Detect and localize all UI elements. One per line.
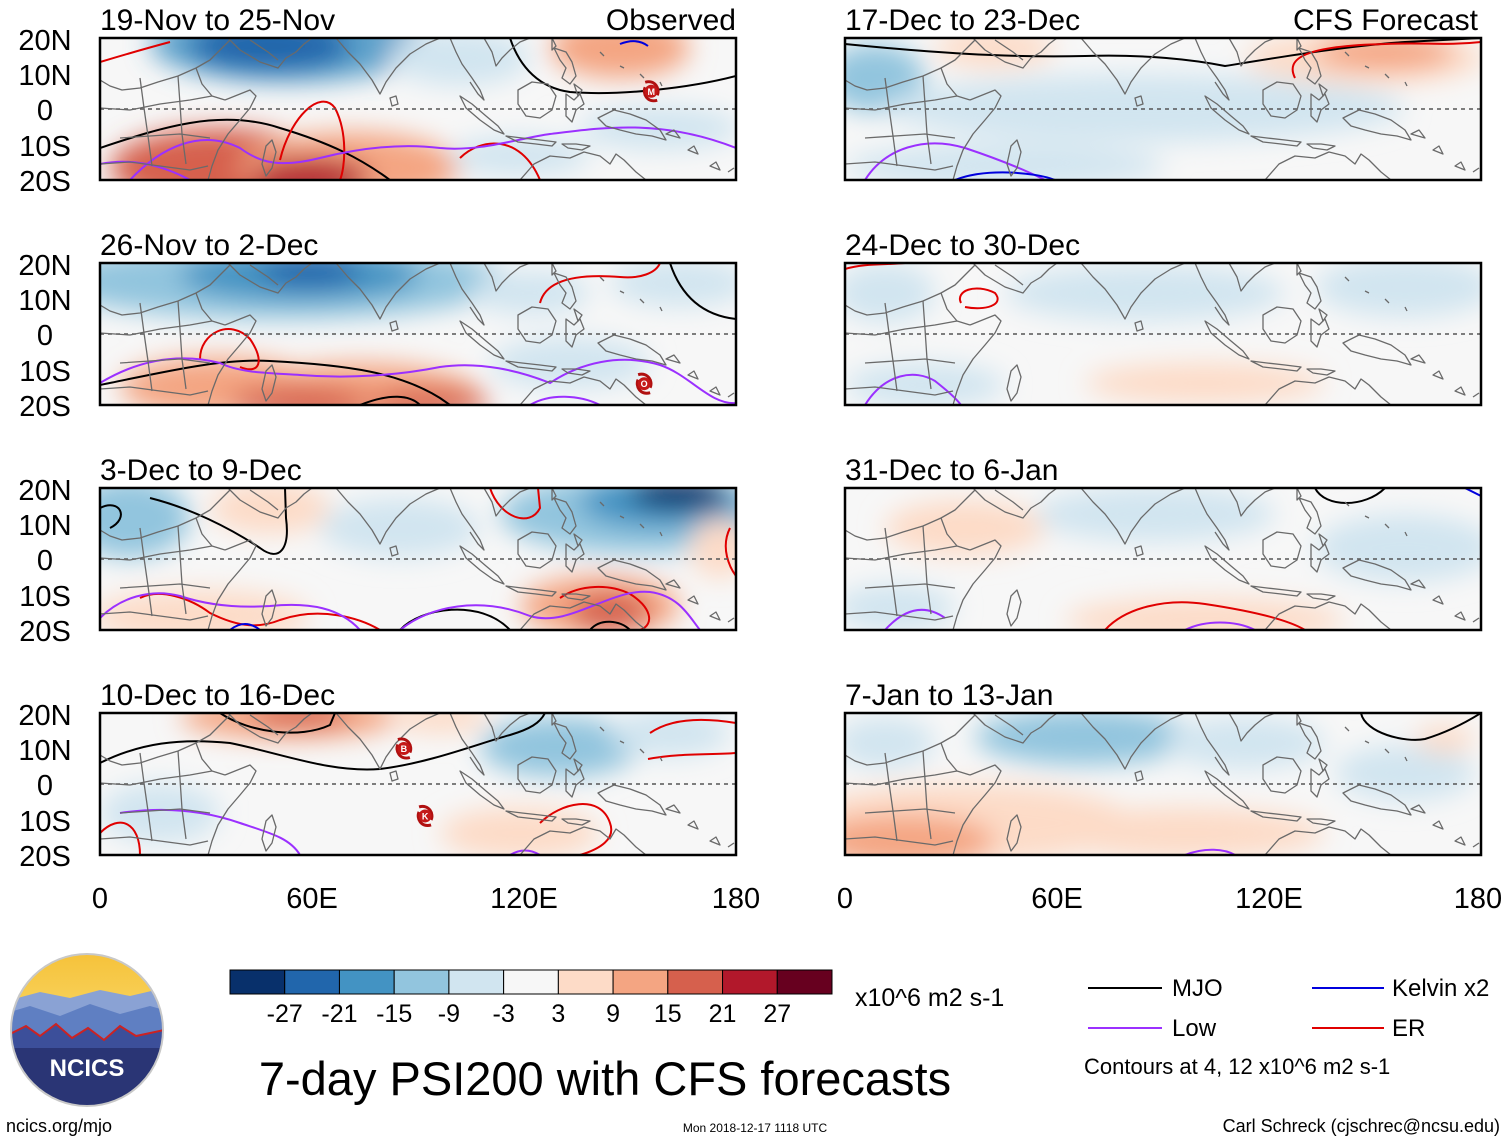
contour-note: Contours at 4, 12 x10^6 m2 s-1: [1084, 1054, 1390, 1079]
observed-label: Observed: [606, 4, 736, 37]
colorbar-swatch: [612, 969, 669, 995]
y-tick: 10N: [18, 510, 71, 542]
x-tick: 0: [92, 883, 108, 915]
colorbar-label: -9: [438, 1000, 460, 1028]
units-label: x10^6 m2 s-1: [855, 984, 1004, 1012]
colorbar-label: 3: [551, 1000, 565, 1028]
panel-title: 17-Dec to 23-Dec: [845, 4, 1080, 37]
panel-title: 24-Dec to 30-Dec: [845, 229, 1080, 262]
colorbar: -27 -21 -15 -9 -3 3 9 15 21 27: [229, 969, 833, 1028]
legend: MJO Kelvin x2 Low ER Contours at 4, 12 x…: [1084, 975, 1489, 1079]
storm-label: K: [422, 811, 429, 821]
y-tick: 10S: [19, 581, 71, 613]
colorbar-label: 27: [763, 1000, 791, 1028]
colorbar-swatch: [503, 969, 559, 995]
x-tick: 180: [1454, 883, 1502, 915]
colorbar-swatch: [229, 969, 286, 995]
panel-title: 26-Nov to 2-Dec: [100, 229, 318, 262]
x-tick: 0: [837, 883, 853, 915]
colorbar-label: 21: [709, 1000, 737, 1028]
panel-titles: 19-Nov to 25-Nov Observed 26-Nov to 2-De…: [100, 4, 1479, 712]
storm-icon: K: [416, 804, 434, 827]
colorbar-label: -15: [376, 1000, 412, 1028]
storm-label: B: [401, 744, 408, 754]
y-axis-left-1: 20N 10N 0 10S 20S: [18, 25, 71, 198]
storm-icon: B: [395, 737, 413, 760]
y-tick: 20N: [18, 475, 71, 507]
panel-title: 31-Dec to 6-Jan: [845, 454, 1058, 487]
y-tick: 20N: [18, 25, 71, 57]
panel-title: 10-Dec to 16-Dec: [100, 679, 335, 712]
x-axis-labels: 0 60E 120E 180 0 60E 120E 180: [92, 883, 1502, 915]
storm-icon: M: [642, 80, 660, 103]
panel-obs-2: [98, 261, 738, 407]
panel-title: 7-Jan to 13-Jan: [845, 679, 1053, 712]
x-tick: 120E: [490, 883, 558, 915]
forecast-label: CFS Forecast: [1293, 4, 1479, 37]
y-tick: 10N: [18, 735, 71, 767]
y-tick: 10S: [19, 131, 71, 163]
x-tick: 60E: [286, 883, 338, 915]
x-tick: 180: [712, 883, 760, 915]
colorbar-label: -27: [267, 1000, 303, 1028]
colorbar-swatch: [448, 969, 505, 995]
colorbar-label: -3: [493, 1000, 515, 1028]
y-axis-left-3: 20N 10N 0 10S 20S: [18, 475, 71, 648]
y-tick: 20N: [18, 250, 71, 282]
legend-label-low: Low: [1172, 1015, 1217, 1042]
ncics-logo: NCICS: [10, 953, 164, 1107]
storm-icon: O: [635, 372, 653, 395]
colorbar-swatch: [776, 969, 833, 995]
y-tick: 20S: [19, 841, 71, 873]
panel-fcst-3: [843, 486, 1483, 632]
y-tick: 10N: [18, 60, 71, 92]
colorbar-label: -21: [321, 1000, 357, 1028]
panel-fcst-1: [843, 36, 1483, 182]
y-tick: 0: [37, 545, 53, 577]
y-tick: 10N: [18, 285, 71, 317]
y-tick: 20N: [18, 700, 71, 732]
panel-obs-3: [98, 486, 738, 632]
legend-label-er: ER: [1392, 1015, 1425, 1042]
panel-obs-4: [98, 711, 738, 857]
colorbar-label: 15: [654, 1000, 682, 1028]
footer-credit: Carl Schreck (cjschrec@ncsu.edu): [1223, 1116, 1500, 1136]
colorbar-swatch: [557, 969, 614, 995]
panel-fcst-4: [843, 711, 1483, 857]
x-tick: 120E: [1235, 883, 1303, 915]
x-tick: 60E: [1031, 883, 1083, 915]
colorbar-swatch: [338, 969, 395, 995]
y-tick: 0: [37, 320, 53, 352]
colorbar-swatch: [667, 969, 724, 995]
y-tick: 10S: [19, 806, 71, 838]
colorbar-swatch: [393, 969, 450, 995]
logo-text: NCICS: [50, 1055, 125, 1082]
legend-label-kelvin: Kelvin x2: [1392, 975, 1489, 1002]
storm-label: O: [641, 379, 648, 389]
panel-title: 19-Nov to 25-Nov: [100, 4, 335, 37]
y-tick: 0: [37, 770, 53, 802]
legend-label-mjo: MJO: [1172, 975, 1223, 1002]
colorbar-swatch: [284, 969, 340, 995]
y-axis-left-2: 20N 10N 0 10S 20S: [18, 250, 71, 423]
y-tick: 20S: [19, 166, 71, 198]
figure-title: 7-day PSI200 with CFS forecasts: [259, 1052, 951, 1105]
y-tick: 20S: [19, 391, 71, 423]
panel-title: 3-Dec to 9-Dec: [100, 454, 302, 487]
footer-url[interactable]: ncics.org/mjo: [6, 1116, 112, 1136]
colorbar-label: 9: [606, 1000, 620, 1028]
colorbar-swatch: [722, 969, 778, 995]
y-axis-labels: 20N 10N 0 10S 20S 20N 10N 0 10S 20S 20N …: [18, 25, 71, 873]
y-tick: 10S: [19, 356, 71, 388]
storm-markers: M O B K: [395, 80, 660, 827]
y-tick: 20S: [19, 616, 71, 648]
panel-fcst-2: [843, 261, 1483, 407]
y-axis-left-4: 20N 10N 0 10S 20S: [18, 700, 71, 873]
footer-timestamp: Mon 2018-12-17 1118 UTC: [683, 1121, 828, 1135]
storm-label: M: [647, 87, 655, 97]
panel-obs-1: [98, 36, 738, 182]
y-tick: 0: [37, 95, 53, 127]
